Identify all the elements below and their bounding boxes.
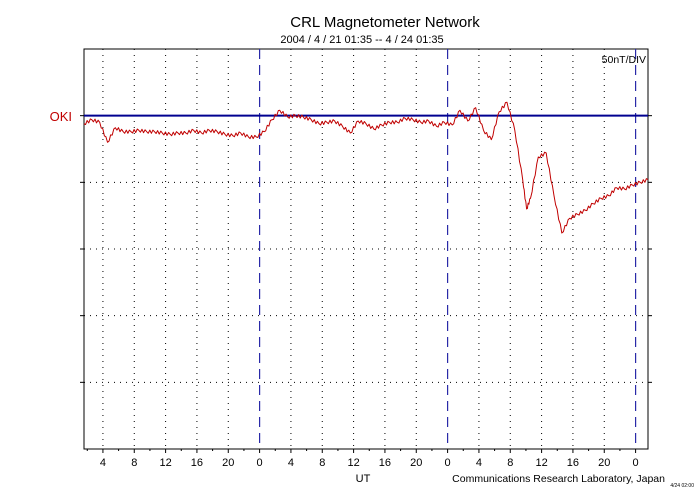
chart-title: CRL Magnetometer Network [290,14,480,31]
x-tick-label: 12 [159,457,171,469]
x-tick-label: 8 [507,457,513,469]
x-tick-label: 0 [445,457,451,469]
x-tick-label: 8 [319,457,325,469]
x-tick-label: 4 [476,457,482,469]
x-tick-label: 8 [131,457,137,469]
x-tick-label: 20 [410,457,422,469]
x-axis-label: UT [356,473,371,485]
x-tick-label: 16 [567,457,579,469]
x-tick-label: 12 [535,457,547,469]
corner-note: 4/24 02:00 [670,483,694,489]
scale-label: 50nT/DIV [602,54,646,66]
x-tick-label: 12 [347,457,359,469]
chart-subtitle: 2004 / 4 / 21 01:35 -- 4 / 24 01:35 [280,34,443,46]
x-tick-label: 0 [257,457,263,469]
x-tick-label: 0 [633,457,639,469]
credit-label: Communications Research Laboratory, Japa… [452,473,665,485]
x-tick-label: 20 [598,457,610,469]
x-tick-label: 4 [100,457,106,469]
x-tick-label: 16 [379,457,391,469]
x-tick-label: 16 [191,457,203,469]
series-line-oki [83,101,649,234]
x-tick-label: 20 [222,457,234,469]
x-tick-label: 4 [288,457,294,469]
plot-area: 4 8 12 16 20 0 4 8 12 16 20 0 4 8 12 16 20 0 [80,48,652,469]
station-label: OKI [50,109,72,124]
